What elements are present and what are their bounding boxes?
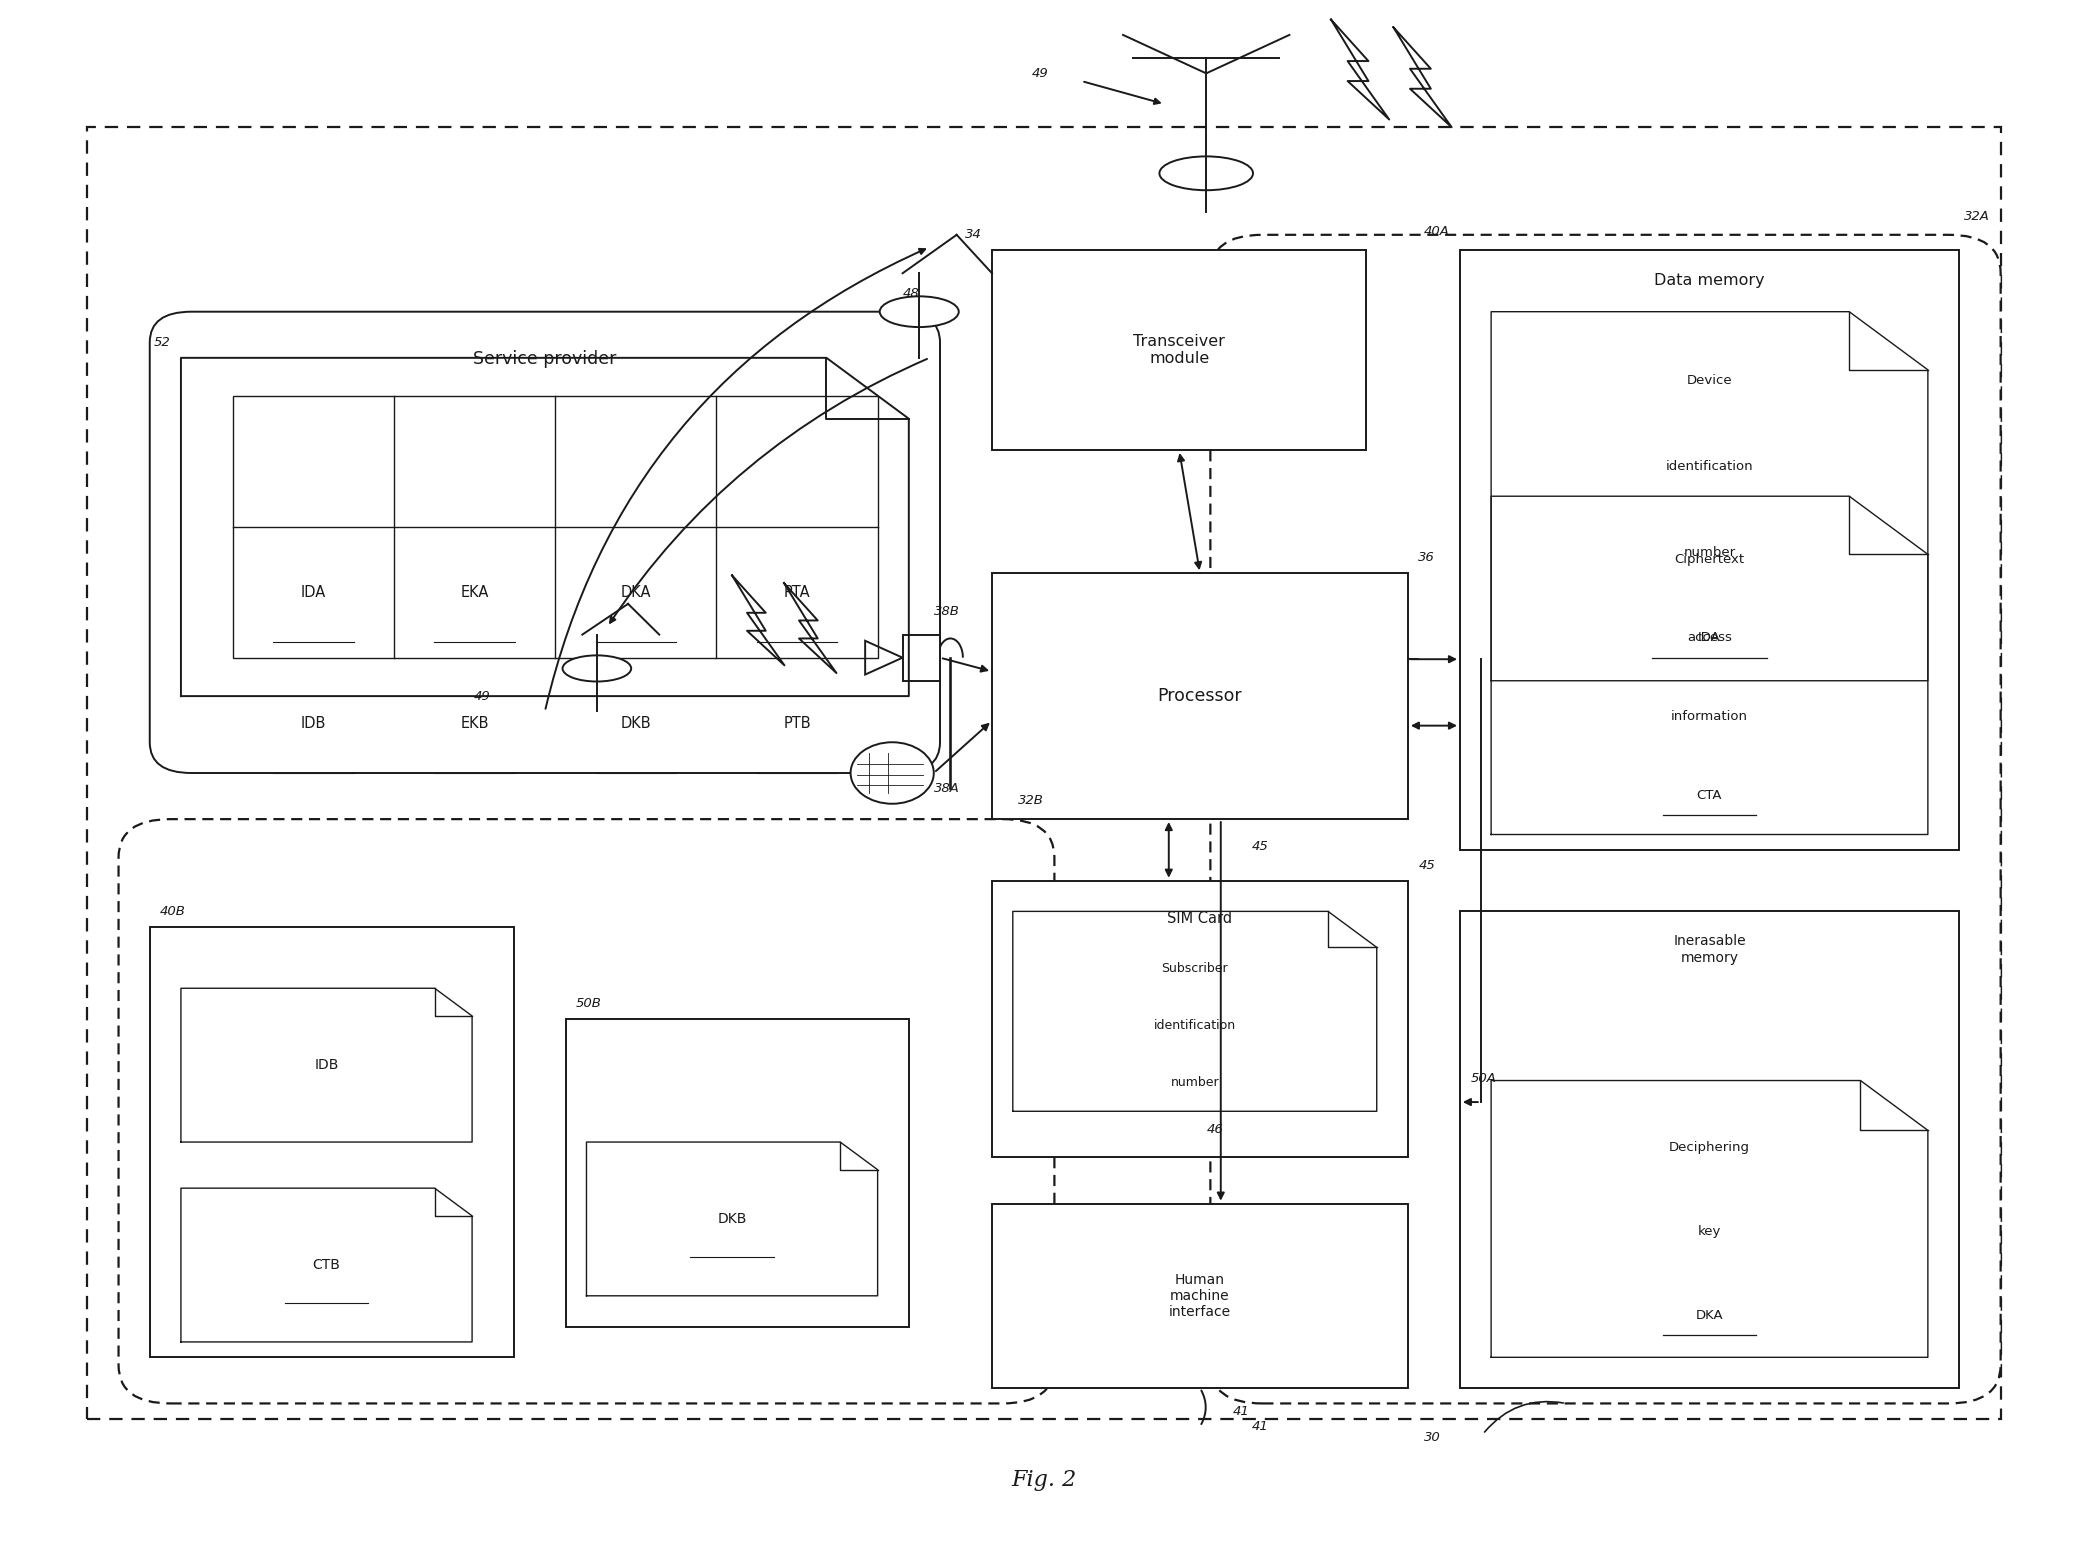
Bar xyxy=(992,574,1407,819)
Bar xyxy=(1460,250,1959,850)
Text: 50A: 50A xyxy=(1470,1073,1497,1085)
Text: 30: 30 xyxy=(1424,1430,1441,1444)
Text: CTB: CTB xyxy=(313,1258,340,1272)
Text: 38A: 38A xyxy=(933,782,960,795)
Text: 34: 34 xyxy=(965,229,981,241)
Text: Ciphertext: Ciphertext xyxy=(1675,552,1746,566)
Bar xyxy=(88,127,2000,1419)
Text: 41: 41 xyxy=(1234,1405,1251,1418)
Text: CTA: CTA xyxy=(1698,788,1723,802)
Bar xyxy=(992,1203,1407,1388)
Text: 41: 41 xyxy=(1253,1421,1270,1433)
Text: Deciphering: Deciphering xyxy=(1668,1141,1750,1155)
FancyBboxPatch shape xyxy=(119,819,1054,1404)
Text: IDB: IDB xyxy=(315,1057,338,1073)
Text: 46: 46 xyxy=(1207,1124,1224,1136)
Text: 45: 45 xyxy=(1418,858,1434,872)
Text: Processor: Processor xyxy=(1157,686,1242,705)
Text: DKA: DKA xyxy=(620,584,651,600)
Text: EKA: EKA xyxy=(461,584,489,600)
Text: PTB: PTB xyxy=(783,716,810,731)
Text: Fig. 2: Fig. 2 xyxy=(1011,1469,1077,1492)
Text: Human
machine
interface: Human machine interface xyxy=(1169,1272,1232,1319)
Text: 32B: 32B xyxy=(1019,795,1044,807)
Text: SIM Card: SIM Card xyxy=(1167,912,1232,926)
Text: Inerasable
memory: Inerasable memory xyxy=(1672,934,1746,965)
Text: Device: Device xyxy=(1687,374,1733,386)
Text: identification: identification xyxy=(1666,459,1754,473)
Text: PTA: PTA xyxy=(783,584,810,600)
Text: EKB: EKB xyxy=(461,716,489,731)
Bar xyxy=(992,250,1366,450)
Text: key: key xyxy=(1698,1224,1721,1238)
Text: Subscriber: Subscriber xyxy=(1161,962,1228,976)
Text: information: information xyxy=(1670,710,1748,724)
Text: 40B: 40B xyxy=(161,904,186,918)
Circle shape xyxy=(850,742,933,804)
Text: 36: 36 xyxy=(1418,552,1434,564)
Bar xyxy=(150,926,514,1357)
Ellipse shape xyxy=(1159,156,1253,190)
Text: 49: 49 xyxy=(1031,66,1048,80)
Text: IDA: IDA xyxy=(301,584,326,600)
Text: 50B: 50B xyxy=(576,997,601,1010)
Text: IDB: IDB xyxy=(301,716,326,731)
Text: number: number xyxy=(1171,1076,1219,1090)
Text: 40A: 40A xyxy=(1424,226,1449,238)
Bar xyxy=(234,396,877,657)
Ellipse shape xyxy=(879,297,958,328)
Text: 32A: 32A xyxy=(1965,210,1990,223)
Text: identification: identification xyxy=(1155,1019,1236,1033)
Text: 38B: 38B xyxy=(933,604,960,618)
Text: Transceiver
module: Transceiver module xyxy=(1134,334,1226,366)
Text: access: access xyxy=(1687,631,1731,645)
Bar xyxy=(902,634,940,680)
Text: 49: 49 xyxy=(474,690,491,702)
FancyBboxPatch shape xyxy=(1211,235,2000,1404)
Text: 45: 45 xyxy=(1253,841,1270,853)
Text: 48: 48 xyxy=(902,286,919,300)
Text: 52: 52 xyxy=(155,335,171,349)
Text: number: number xyxy=(1683,546,1735,558)
Text: IDA: IDA xyxy=(1698,631,1721,645)
Text: DKB: DKB xyxy=(620,716,651,731)
Bar xyxy=(1460,912,1959,1388)
Text: Data memory: Data memory xyxy=(1654,274,1764,288)
Text: DKA: DKA xyxy=(1695,1309,1723,1322)
FancyBboxPatch shape xyxy=(150,312,940,773)
Text: DKB: DKB xyxy=(718,1212,748,1226)
Ellipse shape xyxy=(562,656,631,682)
Bar xyxy=(566,1019,908,1326)
Bar xyxy=(992,881,1407,1158)
Text: Service provider: Service provider xyxy=(474,349,616,368)
